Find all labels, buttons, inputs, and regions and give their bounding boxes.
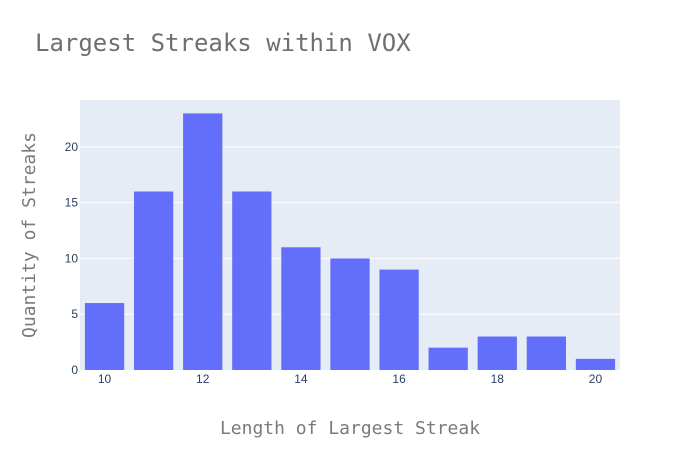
bar-16: [379, 269, 419, 370]
bar-13: [232, 191, 272, 370]
bar-15: [330, 258, 370, 370]
x-tick-label: 18: [491, 372, 505, 386]
bar-19: [526, 336, 566, 370]
bar-18: [477, 336, 517, 370]
x-tick-label: 14: [294, 372, 308, 386]
bar-11: [134, 191, 174, 370]
y-tick-label: 20: [65, 140, 79, 154]
bar-12: [183, 113, 223, 370]
x-tick-label: 16: [392, 372, 406, 386]
y-tick-label: 0: [71, 363, 78, 377]
bar-14: [281, 247, 321, 370]
y-tick-label: 10: [65, 251, 79, 265]
y-axis-ticks: 0 5 10 15 20: [65, 140, 79, 377]
x-tick-label: 12: [196, 372, 210, 386]
y-axis-title: Quantity of Streaks: [19, 132, 40, 338]
bars: [84, 113, 616, 370]
bar-17: [428, 347, 468, 370]
chart-title: Largest Streaks within VOX: [35, 29, 411, 57]
bar-20: [575, 358, 616, 370]
x-tick-label: 20: [589, 372, 603, 386]
x-axis-ticks: 10 12 14 16 18 20: [98, 372, 603, 386]
x-axis-title: Length of Largest Streak: [220, 418, 480, 439]
bar-10: [84, 303, 125, 370]
x-tick-label: 10: [98, 372, 112, 386]
y-tick-label: 15: [65, 196, 79, 210]
y-tick-label: 5: [71, 307, 78, 321]
